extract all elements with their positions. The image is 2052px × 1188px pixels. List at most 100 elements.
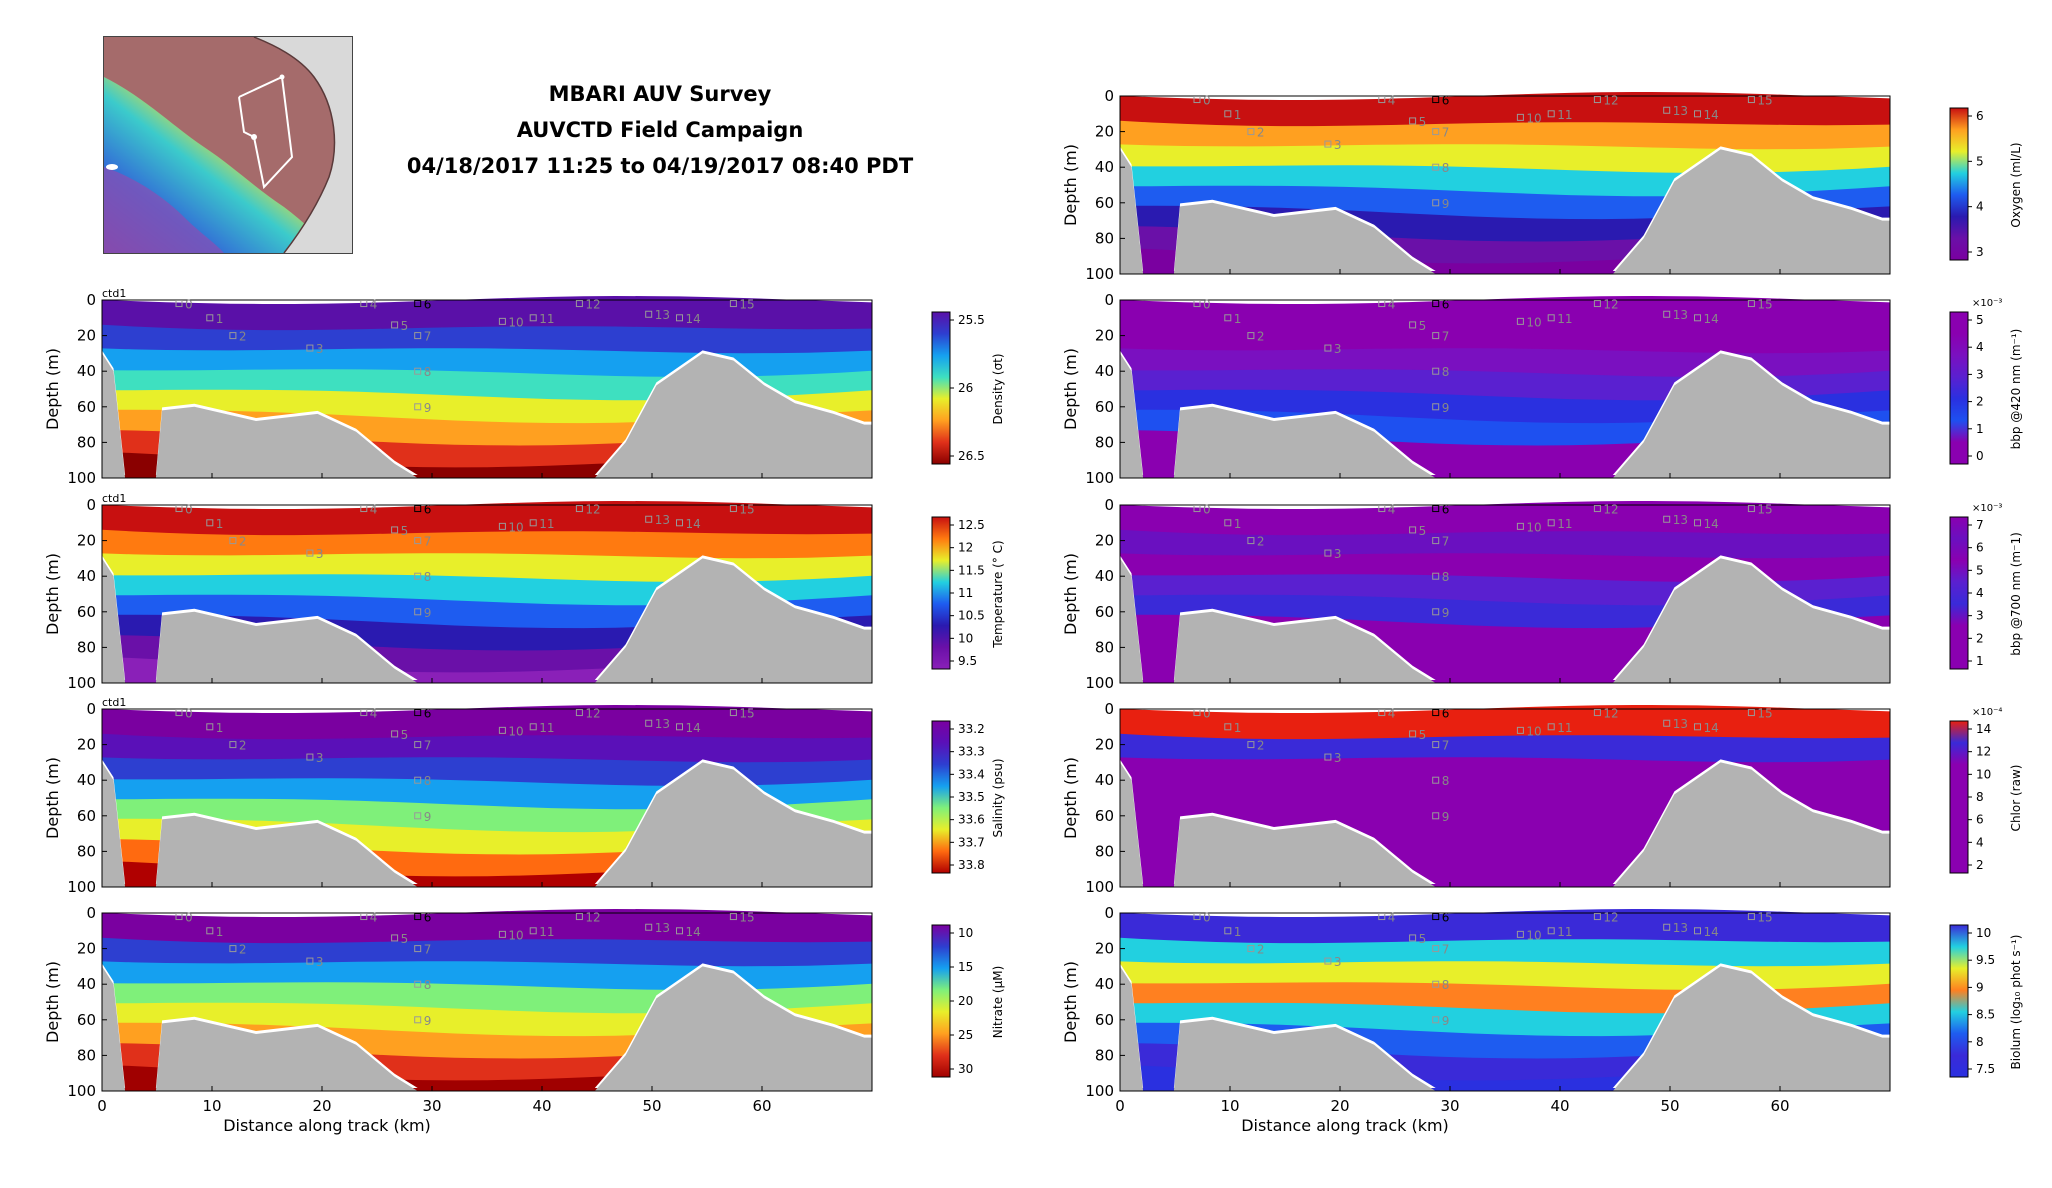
- biolum-panel: 0 20 40 60 80 100 Depth (m) 0 10 20 30 40 50 60 Distan…: [1058, 901, 2052, 1150]
- waypoint-marker: [1432, 913, 1440, 921]
- colorbar-scale: ×10⁻³: [1972, 298, 2002, 309]
- y-axis-label: Depth (m): [1061, 757, 1080, 839]
- waypoint-marker: [414, 572, 422, 580]
- waypoint-label: 12: [1603, 911, 1618, 925]
- axes-frame: [1119, 299, 1891, 479]
- x-tick-label: 10: [202, 1097, 221, 1115]
- waypoint-marker: [414, 741, 422, 749]
- waypoint-label: 6: [424, 503, 432, 517]
- waypoint-label: 5: [1419, 932, 1427, 946]
- waypoint-marker: [498, 726, 506, 734]
- seabed: [102, 353, 872, 478]
- waypoint-marker: [1432, 945, 1440, 953]
- waypoint-label: 14: [1704, 721, 1719, 735]
- waypoint-marker: [1432, 300, 1440, 308]
- waypoint-marker: [529, 314, 537, 322]
- waypoint-label: 13: [1673, 104, 1688, 118]
- waypoint-marker: [575, 505, 583, 513]
- nitrate-panel: 0 20 40 60 80 100 Depth (m) 0 10 20 30 40 50 60 Distan…: [40, 901, 1040, 1150]
- colorbar-tick-label: 3: [1976, 609, 1984, 623]
- waypoint-label: 2: [239, 330, 247, 344]
- waypoint-label: 2: [1257, 535, 1265, 549]
- waypoint-marker: [1432, 709, 1440, 717]
- colorbar-tick-label: 3: [1976, 367, 1984, 381]
- seabed: [1120, 558, 1890, 683]
- y-tick-label: 0: [86, 291, 96, 309]
- y-axis-label: Depth (m): [43, 553, 62, 635]
- waypoint-marker: [414, 812, 422, 820]
- waypoint-marker: [1324, 957, 1332, 965]
- waypoint-label: 3: [1334, 751, 1342, 765]
- y-tick-label: 100: [67, 878, 96, 896]
- seabed: [1120, 762, 1890, 887]
- waypoint-label: 9: [424, 401, 432, 415]
- waypoint-marker: [414, 608, 422, 616]
- seabed: [102, 966, 872, 1091]
- waypoint-label: 11: [1557, 312, 1572, 326]
- y-tick-label: 20: [1095, 940, 1114, 958]
- waypoint-marker: [175, 505, 183, 513]
- y-tick-label: 60: [77, 603, 96, 621]
- waypoint-marker: [1193, 913, 1201, 921]
- y-tick-label: 20: [1095, 736, 1114, 754]
- waypoint-label: 1: [1234, 312, 1242, 326]
- y-tick-label: 100: [1085, 674, 1114, 692]
- colorbar: [931, 516, 951, 670]
- colorbar-tick-label: 4: [1976, 340, 1984, 354]
- waypoint-marker: [1593, 505, 1601, 513]
- waypoint-marker: [1247, 537, 1255, 545]
- waypoint-marker: [1694, 927, 1701, 935]
- colorbar-tick-label: 10.5: [958, 609, 985, 623]
- waypoint-label: 12: [1603, 94, 1618, 108]
- colorbar-label: Temperature (° C): [991, 540, 1005, 648]
- colorbar-tick-label: 33.5: [958, 790, 985, 804]
- y-tick-label: 60: [77, 1011, 96, 1029]
- seabed: [1120, 149, 1890, 274]
- y-axis-label: Depth (m): [1061, 144, 1080, 226]
- waypoint-label: 11: [539, 312, 554, 326]
- waypoint-marker: [575, 709, 583, 717]
- waypoint-marker: [1432, 812, 1440, 820]
- colorbar: [1949, 924, 1969, 1078]
- colorbar-tick-label: 7.5: [1976, 1062, 1995, 1076]
- waypoint-label: 9: [1442, 401, 1450, 415]
- instrument-tag: ctd1: [102, 288, 126, 300]
- colorbar-tick-label: 12: [958, 541, 973, 555]
- waypoint-label: 15: [739, 707, 754, 721]
- waypoint-marker: [676, 314, 683, 322]
- waypoint-marker: [1432, 403, 1440, 411]
- waypoint-marker: [391, 934, 399, 942]
- waypoint-label: 4: [1388, 911, 1396, 925]
- waypoint-marker: [1224, 314, 1232, 322]
- y-tick-label: 60: [1095, 1011, 1114, 1029]
- waypoint-marker: [391, 321, 399, 329]
- colorbar-tick-label: 6: [1976, 813, 1984, 827]
- waypoint-label: 15: [739, 298, 754, 312]
- waypoint-label: 4: [370, 298, 378, 312]
- waypoint-label: 9: [424, 606, 432, 620]
- waypoint-marker: [676, 723, 683, 731]
- waypoint-label: 11: [539, 925, 554, 939]
- waypoint-label: 2: [1257, 739, 1265, 753]
- y-tick-label: 80: [1095, 842, 1114, 860]
- y-tick-label: 40: [77, 362, 96, 380]
- waypoint-marker: [645, 310, 653, 318]
- axes-frame: [1119, 504, 1891, 684]
- waypoint-marker: [1378, 913, 1386, 921]
- waypoint-marker: [1516, 317, 1524, 325]
- waypoint-label: 12: [585, 911, 600, 925]
- waypoint-marker: [1324, 549, 1332, 557]
- waypoint-label: 10: [508, 315, 523, 329]
- y-tick-label: 0: [1104, 496, 1114, 514]
- waypoint-label: 0: [1203, 911, 1211, 925]
- waypoint-label: 14: [686, 517, 701, 531]
- waypoint-marker: [1409, 117, 1417, 125]
- colorbar: [1949, 107, 1969, 261]
- waypoint-label: 8: [424, 774, 432, 788]
- colorbar-tick-label: 3: [1976, 245, 1984, 259]
- waypoint-label: 9: [1442, 606, 1450, 620]
- waypoint-label: 14: [1704, 517, 1719, 531]
